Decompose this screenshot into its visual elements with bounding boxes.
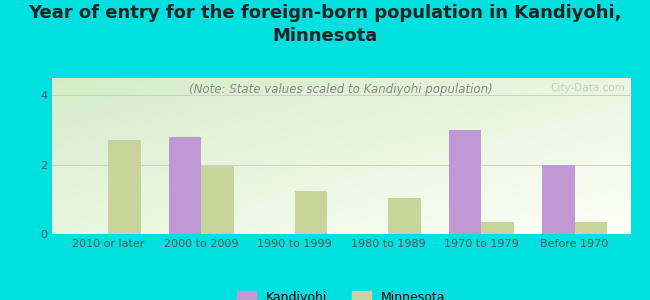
Bar (481, 222, 514, 234)
Bar (294, 191, 327, 234)
Bar (202, 167, 234, 234)
Bar (542, 165, 575, 234)
Bar (388, 198, 421, 234)
Bar (575, 222, 607, 234)
Text: Year of entry for the foreign-born population in Kandiyohi,
Minnesota: Year of entry for the foreign-born popul… (28, 4, 622, 45)
Text: (Note: State values scaled to Kandiyohi population): (Note: State values scaled to Kandiyohi … (189, 83, 493, 96)
Legend: Kandiyohi, Minnesota: Kandiyohi, Minnesota (232, 286, 450, 300)
Bar (168, 137, 202, 234)
Bar (108, 140, 140, 234)
Text: City-Data.com: City-Data.com (550, 83, 625, 93)
Bar (448, 130, 481, 234)
